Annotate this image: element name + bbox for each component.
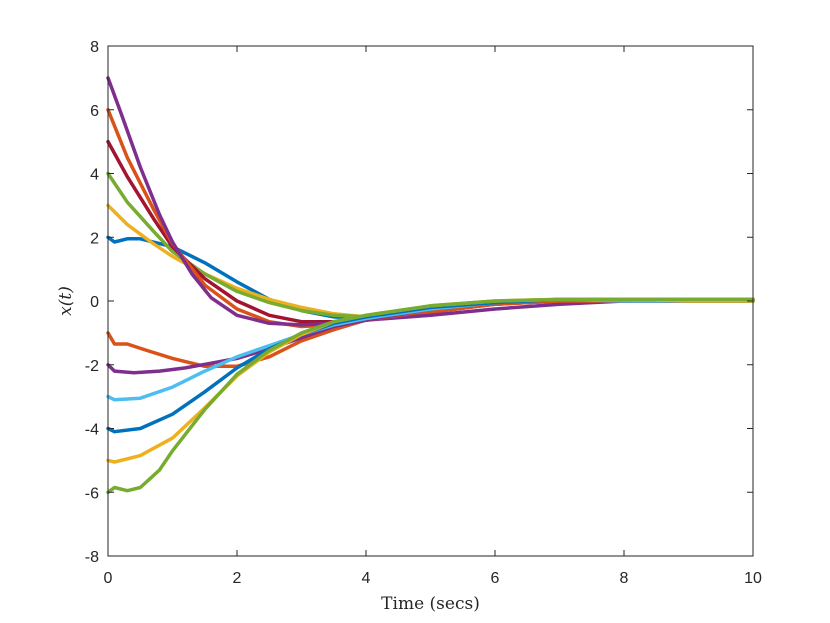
series-line-7 [106, 299, 755, 369]
y-tick-label: -4 [85, 422, 99, 439]
ticks-layer: 0 2 4 6 8 10 -8 -6 -4 -2 0 2 4 6 8 [85, 39, 762, 587]
y-tick-label: -8 [85, 549, 99, 566]
series-line-4 [106, 139, 755, 324]
x-axis-label: Time (secs) [381, 594, 480, 614]
series-line-11 [106, 297, 755, 464]
series-layer [106, 76, 755, 495]
y-tick-label: 8 [90, 39, 99, 56]
y-axis-label: x(t) [56, 286, 76, 316]
y-tick-label: 2 [90, 230, 99, 247]
x-tick-label: 4 [362, 570, 371, 587]
series-line-6 [106, 76, 755, 327]
x-tick-label: 8 [620, 570, 629, 587]
y-tick-label: 4 [90, 167, 99, 184]
series-line-3 [106, 171, 755, 319]
y-tick-label: 6 [90, 103, 99, 120]
x-tick-label: 2 [233, 570, 242, 587]
series-line-12 [106, 297, 755, 495]
x-tick-label: 10 [744, 570, 762, 587]
y-tick-label: -6 [85, 485, 99, 502]
x-tick-label: 6 [491, 570, 500, 587]
y-tick-label: -2 [85, 358, 99, 375]
series-line-5 [106, 108, 755, 329]
y-tick-label: 0 [90, 294, 99, 311]
x-tick-label: 0 [104, 570, 113, 587]
